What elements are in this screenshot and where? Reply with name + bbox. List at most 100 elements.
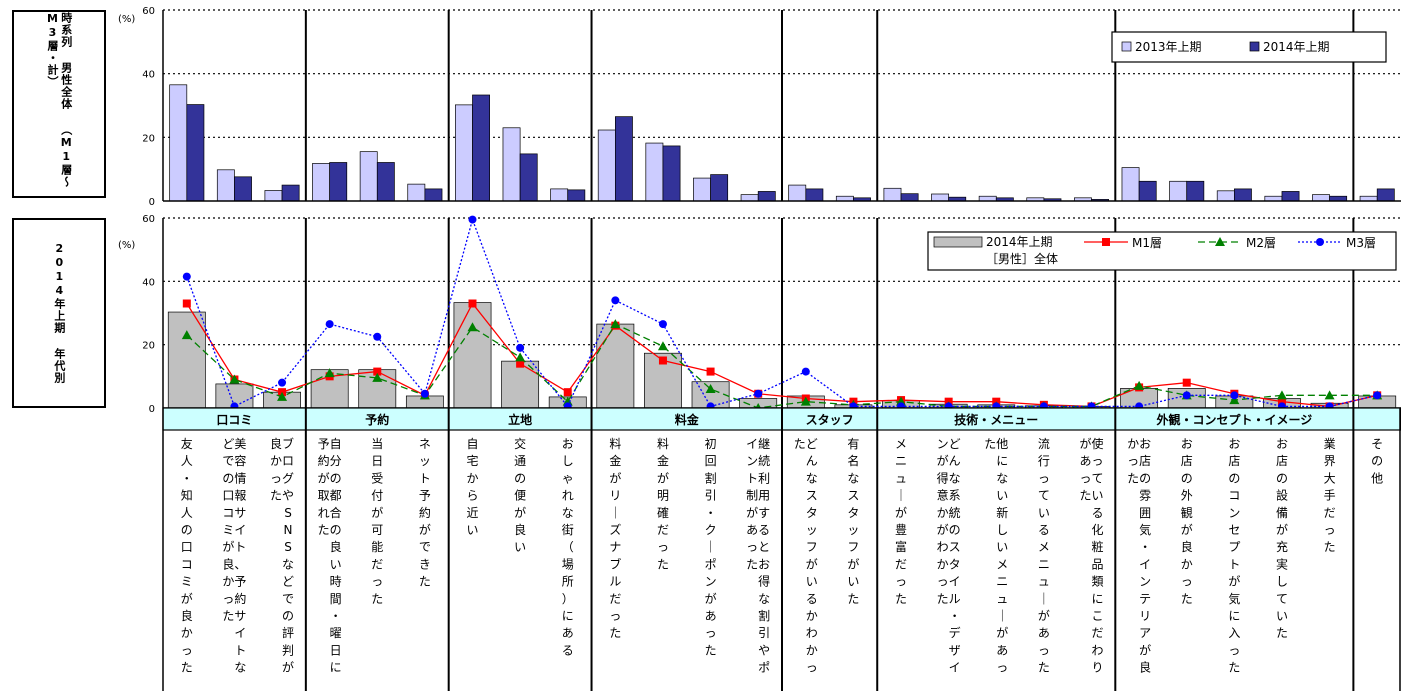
marker-M1層: [563, 388, 572, 397]
category-char: 良: [330, 539, 342, 554]
category-char: ズ: [609, 522, 621, 537]
category-char: が: [895, 505, 907, 520]
category-char: ト: [1228, 557, 1240, 571]
category-char: か: [806, 609, 818, 623]
category-char: 時: [330, 575, 342, 589]
bottom-ytick-label: 60: [142, 214, 155, 225]
bottom-bar: [453, 302, 492, 409]
category-char: が: [181, 591, 193, 606]
category-char: る: [806, 592, 818, 606]
top-bar-2013: [931, 193, 950, 202]
category-char: 実: [1276, 556, 1288, 571]
category-char: 当: [371, 437, 383, 451]
category-char: る: [562, 643, 574, 657]
marker-M3層: [1182, 391, 1191, 400]
category-char: い: [996, 540, 1008, 554]
bottom-legend-marker: [1102, 238, 1110, 246]
category-char: テ: [1139, 592, 1151, 606]
category-char: か: [1181, 557, 1193, 571]
category-char: ル: [609, 575, 621, 589]
category-char: 得: [758, 574, 770, 589]
category-char: ニ: [1038, 557, 1050, 571]
line-M3層: [186, 217, 1378, 408]
top-bar-2014: [376, 162, 395, 202]
category-char: ニ: [996, 575, 1008, 589]
top-bar-2013: [597, 129, 616, 202]
bottom-legend-bar-label: 2014年上期: [986, 235, 1053, 249]
marker-M1層: [1182, 378, 1191, 387]
category-char: か: [181, 626, 193, 640]
category-char: 雰: [1139, 489, 1151, 503]
category-char: ロ: [282, 454, 294, 468]
top-bar-2014: [1376, 188, 1395, 202]
category-char: 明: [657, 489, 669, 503]
category-char: イ: [746, 437, 758, 451]
category-char: て: [1038, 489, 1050, 503]
category-char: が: [282, 660, 294, 675]
marker-M1層: [373, 367, 382, 376]
marker-M3層: [182, 272, 191, 281]
category-char: イ: [949, 575, 961, 589]
top-legend-label: 2013年上期: [1135, 40, 1202, 54]
category-char: た: [318, 523, 330, 537]
top-bar-2013: [502, 127, 521, 202]
category-char: い: [996, 489, 1008, 503]
category-char: 約: [234, 591, 246, 606]
category-char: あ: [1038, 626, 1050, 640]
category-char: 品: [1091, 557, 1103, 571]
category-char: N: [284, 523, 293, 537]
category-char: リ: [1139, 609, 1151, 623]
category-char: 他: [996, 437, 1008, 451]
category-char: お: [758, 557, 770, 571]
top-bar-2014: [614, 116, 633, 202]
category-char: 分: [330, 454, 342, 468]
category-char: 、: [234, 557, 246, 571]
category-char: っ: [705, 626, 717, 640]
marker-M1層: [658, 356, 667, 365]
top-bar-2014: [1281, 191, 1300, 202]
category-char: 所: [562, 575, 574, 589]
category-char: 可: [371, 523, 383, 537]
category-char: 店: [1181, 454, 1193, 468]
marker-M3層: [468, 215, 477, 224]
group-label: 料金: [675, 412, 700, 427]
category-char: 宅: [466, 453, 478, 468]
category-char: な: [758, 592, 770, 606]
category-char: ん: [949, 454, 961, 468]
category-char: ネ: [419, 437, 431, 451]
category-char: や: [758, 643, 770, 657]
category-char: で: [282, 592, 294, 606]
top-bar-2013: [312, 163, 331, 202]
category-char: 意: [937, 488, 949, 503]
category-char: 通: [514, 454, 526, 468]
category-char: い: [847, 575, 859, 589]
category-char: 良: [1181, 539, 1193, 554]
category-char: 富: [895, 539, 907, 554]
group-label: 予約: [365, 412, 389, 427]
category-char: 継: [758, 436, 770, 451]
category-char: が: [937, 522, 949, 537]
category-char: の: [1371, 454, 1383, 468]
marker-M3層: [1230, 391, 1239, 400]
category-char: あ: [746, 523, 758, 537]
category-label: 使っている化粧品類にこだわりがあった使っている化粧品類にこだわりがあった: [1079, 436, 1103, 675]
category-char: ッ: [806, 523, 818, 537]
category-label: 継続利用するとお得な割引やポイント制があった継続利用するとお得な割引やポイント制…: [746, 436, 770, 675]
category-char: だ: [609, 592, 621, 606]
category-char: っ: [996, 661, 1008, 675]
category-char: し: [562, 454, 574, 468]
category-char: が: [1181, 522, 1193, 537]
marker-M1層: [468, 299, 477, 308]
top-bar-2014: [281, 184, 300, 202]
category-char: 良: [1139, 660, 1151, 675]
group-label: 外観・コンセプト・イメージ: [1156, 412, 1312, 427]
category-char: あ: [1079, 454, 1091, 468]
category-char: ッ: [419, 454, 431, 468]
category-char: 豊: [895, 523, 907, 537]
top-ytick-label: 20: [142, 133, 155, 144]
category-char: 割: [705, 470, 717, 485]
category-char: ど: [222, 437, 234, 451]
category-char: し: [996, 523, 1008, 537]
bottom-legend-box: [927, 231, 1397, 271]
